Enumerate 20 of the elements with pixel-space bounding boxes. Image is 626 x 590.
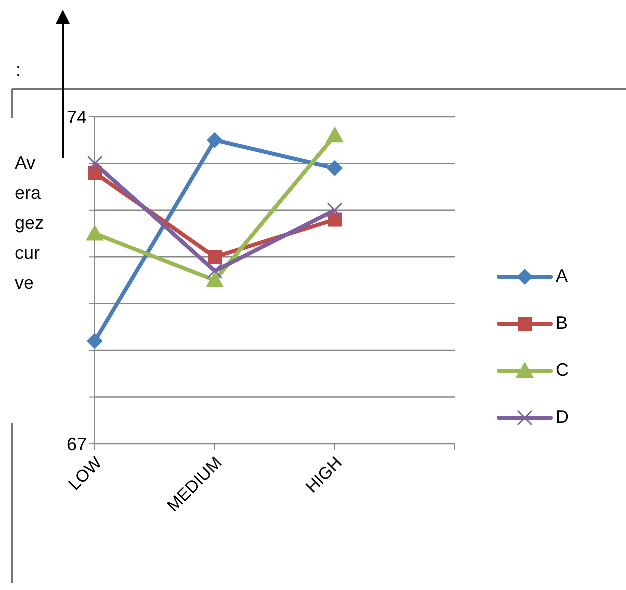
point — [87, 333, 103, 350]
y-axis-title: Averagez curve — [15, 152, 45, 295]
point — [86, 224, 104, 241]
point — [207, 263, 223, 279]
point — [87, 156, 103, 172]
legend-label: C — [556, 360, 569, 381]
y-tick-label: 67 — [66, 434, 87, 454]
point — [327, 202, 343, 218]
legend-label: D — [556, 407, 569, 428]
point — [326, 126, 344, 143]
point — [208, 250, 222, 264]
point — [207, 132, 223, 148]
text: : — [16, 60, 22, 81]
point — [88, 166, 102, 180]
y-tick-label: 74 — [66, 107, 87, 128]
point — [328, 212, 342, 227]
legend-label: A — [556, 266, 568, 287]
point — [327, 160, 343, 176]
point — [206, 272, 224, 288]
legend-label: B — [556, 313, 568, 334]
